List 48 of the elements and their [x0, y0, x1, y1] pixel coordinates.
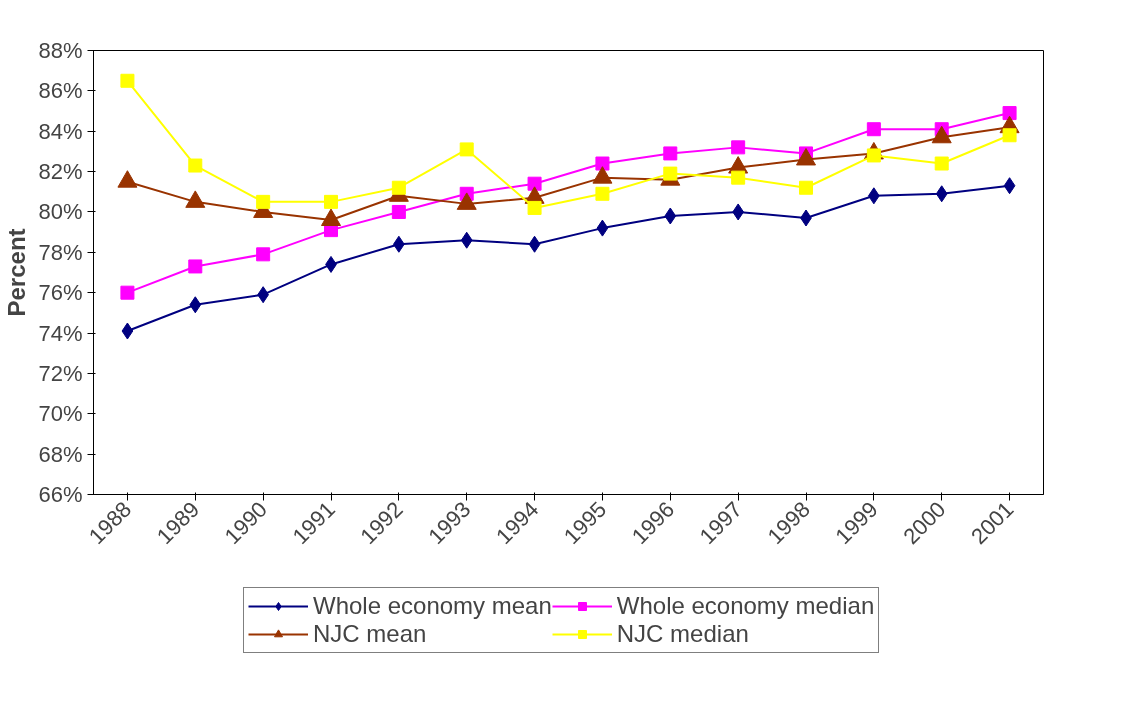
y-tick-label: 78%	[38, 239, 83, 265]
point	[391, 180, 406, 195]
point	[528, 235, 541, 253]
point	[866, 122, 881, 137]
y-tick-label: 74%	[38, 320, 83, 346]
point	[121, 322, 134, 340]
legend-label: NJC median	[616, 620, 749, 648]
point	[731, 170, 746, 185]
point	[256, 194, 271, 209]
point	[663, 146, 678, 161]
y-tick-label: 66%	[38, 482, 83, 507]
legend-label: Whole economy median	[616, 592, 875, 620]
point	[731, 140, 746, 155]
point	[120, 285, 135, 300]
point	[1003, 177, 1016, 195]
point	[459, 142, 474, 157]
legend-label: Whole economy mean	[313, 592, 552, 620]
point	[935, 185, 948, 203]
point	[527, 176, 542, 191]
point	[391, 204, 406, 219]
point	[1002, 106, 1017, 121]
point	[256, 247, 271, 262]
point	[663, 166, 678, 181]
point	[120, 73, 135, 88]
legend-label: NJC mean	[313, 620, 427, 648]
point	[188, 259, 203, 274]
y-tick-label: 68%	[38, 441, 83, 467]
point	[595, 156, 610, 171]
y-tick-label: 76%	[38, 280, 83, 306]
y-tick-label: 70%	[38, 401, 83, 427]
y-tick-label: 82%	[38, 159, 83, 185]
point	[934, 156, 949, 171]
point	[189, 296, 202, 314]
y-tick-label: 86%	[38, 78, 83, 104]
y-tick-label: 84%	[38, 118, 83, 144]
y-axis-title: Percent	[3, 228, 31, 317]
point	[188, 158, 203, 173]
y-tick-label: 80%	[38, 199, 83, 225]
point	[324, 194, 338, 209]
y-tick-label: 72%	[38, 360, 83, 386]
point	[527, 200, 542, 215]
point	[1002, 128, 1017, 143]
y-tick-label: 88%	[38, 38, 83, 63]
point	[664, 207, 677, 225]
point	[596, 219, 609, 237]
point	[595, 186, 610, 201]
point	[799, 180, 813, 195]
point	[460, 231, 473, 249]
